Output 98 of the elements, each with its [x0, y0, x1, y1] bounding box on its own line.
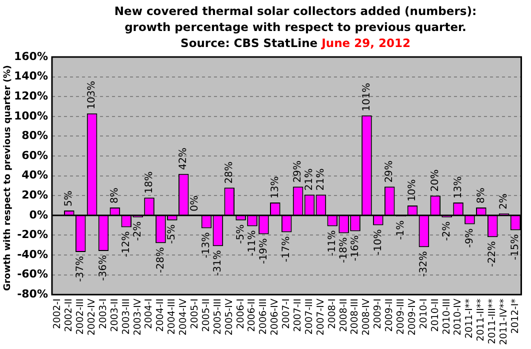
data-label: -15%: [510, 234, 522, 260]
data-label: -31%: [212, 250, 224, 276]
data-label: 2%: [498, 194, 510, 210]
data-label: 5%: [64, 190, 75, 206]
y-tick-label: 0%: [29, 208, 48, 222]
x-tick-label: 2004-I: [144, 298, 155, 330]
x-tick-label: 2009-IV: [406, 298, 418, 336]
x-tick-label: 2002-I: [52, 298, 64, 330]
x-tick-label: 2006-II: [246, 298, 258, 332]
x-tick-label: 2004-II: [155, 298, 166, 332]
data-label: -5%: [166, 224, 178, 244]
x-tick-label: 2011-IV**: [498, 298, 510, 345]
x-tick-label: 2006-I: [235, 298, 246, 330]
x-tick-label: 2006-III: [258, 298, 270, 335]
data-label: -12%: [120, 231, 132, 258]
x-tick-label: 2005-IV: [224, 298, 235, 336]
x-tick-label: 2008-IV: [361, 298, 372, 336]
x-tick-label: 2009-I: [372, 298, 384, 330]
x-tick-label: 2003-II: [109, 298, 120, 332]
data-label: -37%: [75, 256, 86, 282]
x-tick-label: 2007-II: [292, 298, 304, 332]
chart-title: New covered thermal solar collectors added (numbers): growth percentage with respect to previous quarter.: [114, 4, 477, 34]
x-tick-label: 2002-IV: [86, 298, 98, 336]
y-axis-title: Growth with respect to previous quarter (%): [2, 64, 14, 293]
data-label: 28%: [224, 161, 235, 184]
data-label: 101%: [361, 82, 372, 112]
data-label: 21%: [316, 168, 327, 191]
x-tick-label: 2007-IV: [315, 298, 326, 336]
data-label: -16%: [350, 235, 361, 262]
data-label: -11%: [246, 230, 258, 256]
x-tick-label: 2008-II: [338, 298, 350, 332]
y-tick-label: -60%: [17, 268, 48, 281]
data-label: 13%: [270, 176, 281, 199]
x-tick-label: 2002-III: [75, 298, 86, 335]
y-tick-label: -40%: [17, 248, 48, 261]
x-tick-label: 2010-III: [441, 298, 452, 335]
x-tick-label: 2007-III: [304, 298, 315, 335]
data-label: 13%: [452, 176, 464, 199]
data-label: 42%: [178, 148, 190, 170]
data-label: -22%: [487, 241, 498, 268]
x-tick-label: 2003-I: [98, 298, 109, 330]
x-tick-label: 2005-II: [200, 298, 212, 332]
text: June 29, 2012: [322, 36, 410, 50]
x-tick-label: 2011-III**: [487, 298, 498, 344]
x-tick-label: 2007-I: [281, 298, 292, 330]
x-tick-label: 2002-II: [64, 298, 75, 332]
y-tick-label: 60%: [22, 148, 48, 162]
x-tick-label: 2011-I**: [464, 298, 476, 339]
data-label: 8%: [476, 188, 487, 204]
data-label: -13%: [201, 232, 212, 258]
data-label: -18%: [338, 237, 350, 264]
x-tick-label: 2011-II**: [476, 298, 487, 342]
x-tick-label: 2005-III: [212, 298, 224, 335]
data-label: 29%: [384, 160, 396, 183]
data-label: 29%: [292, 160, 304, 183]
x-tick-label: 2004-IV: [178, 298, 190, 336]
y-tick-label: 20%: [22, 188, 48, 202]
data-label: 10%: [407, 179, 418, 202]
data-label: 21%: [304, 168, 316, 191]
data-label: -28%: [155, 247, 166, 273]
x-tick-label: 2010-IV: [452, 298, 464, 336]
x-tick-label: 2009-II: [384, 298, 396, 332]
data-label: -2%: [441, 221, 452, 241]
y-tick-label: 80%: [22, 129, 48, 142]
y-tick-label: 140%: [14, 70, 48, 83]
data-label: 18%: [144, 171, 155, 194]
x-tick-label: 2008-III: [350, 298, 361, 335]
y-tick-label: 120%: [14, 89, 48, 102]
data-label: -32%: [418, 251, 430, 277]
x-tick-label: 2006-IV: [270, 298, 281, 336]
x-tick-label: 2008-I: [326, 298, 338, 330]
x-tick-label: 2012-I*: [510, 298, 521, 334]
data-label: -1%: [396, 220, 407, 240]
x-tick-label: 2003-III: [120, 298, 132, 335]
x-tick-label: 2004-III: [166, 298, 178, 335]
x-tick-label: 2009-III: [396, 298, 407, 335]
x-tick-label: 2010-I: [418, 298, 430, 330]
x-tick-label: 2005-I: [190, 298, 201, 330]
data-label: -17%: [281, 236, 292, 262]
x-tick-label: 2003-IV: [132, 298, 144, 336]
data-label: -19%: [258, 238, 270, 264]
data-label: 8%: [110, 188, 121, 204]
y-tick-label: 40%: [22, 168, 48, 182]
data-label: -2%: [132, 221, 144, 241]
y-tick-label: 160%: [14, 50, 48, 63]
data-label: 20%: [430, 169, 441, 192]
data-label: 0%: [190, 196, 201, 212]
y-tick-label: -20%: [17, 228, 48, 242]
x-tick-label: 2010-II: [430, 298, 441, 332]
data-label: -10%: [372, 229, 384, 256]
data-label: -5%: [235, 224, 246, 244]
data-label: -11%: [326, 230, 338, 256]
y-tick-label: -80%: [17, 287, 48, 300]
data-label: -9%: [464, 228, 476, 248]
data-label: 103%: [86, 80, 98, 110]
y-tick-label: 100%: [14, 109, 48, 122]
data-label: -36%: [98, 255, 110, 281]
chart-subtitle: Source: CBS StatLine: [180, 36, 318, 50]
